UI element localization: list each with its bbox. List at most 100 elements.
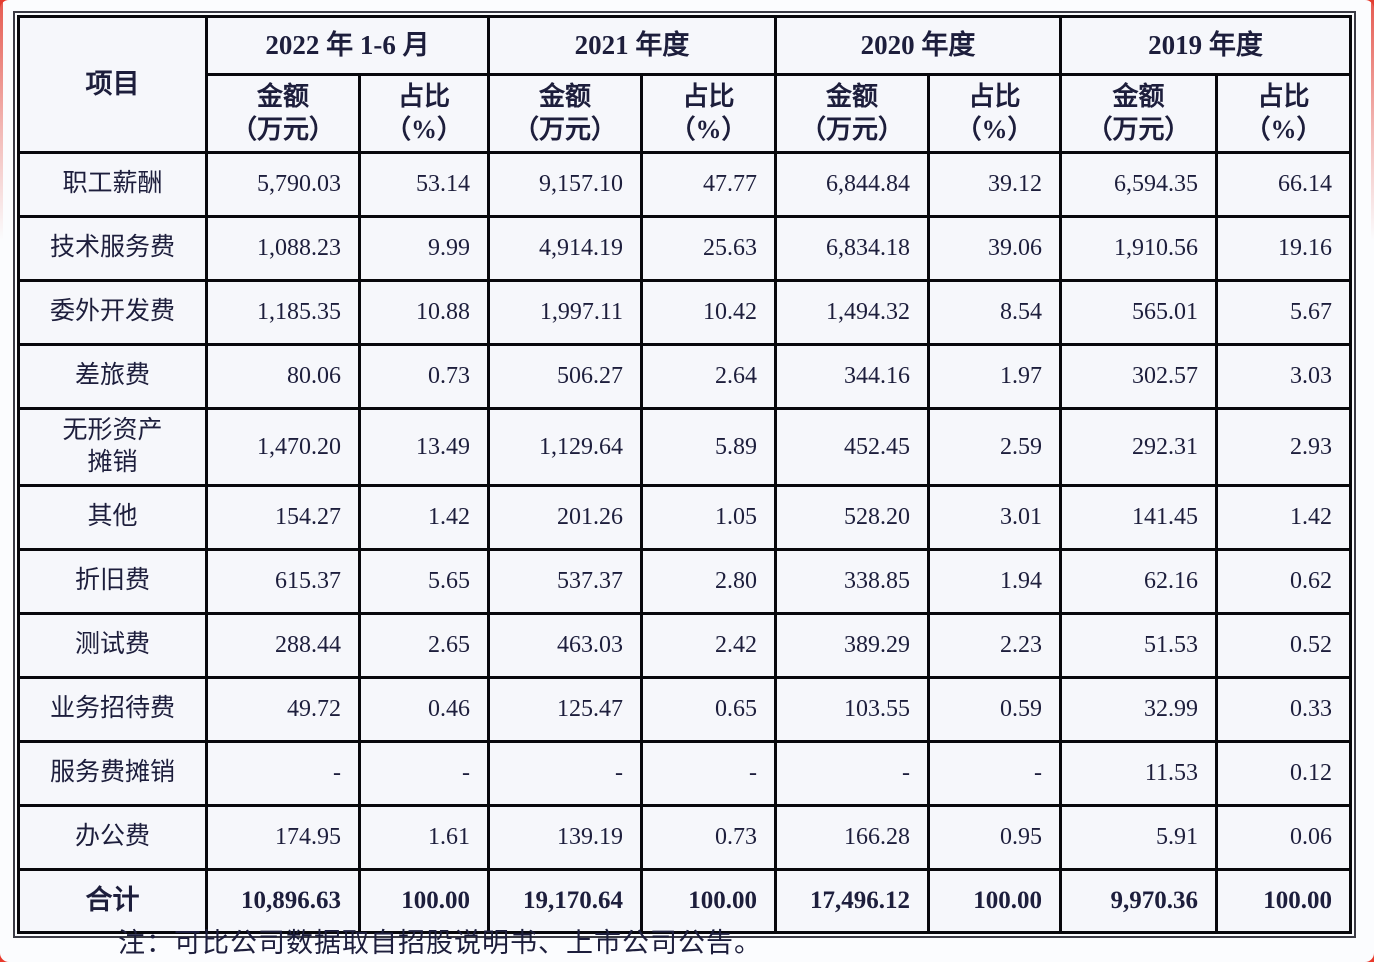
ratio-cell: 1.42 <box>1215 484 1352 551</box>
column-group-2020: 2020 年度 <box>774 15 1062 76</box>
amount-cell: 1,470.20 <box>205 407 361 487</box>
ratio-cell: 100.00 <box>640 868 777 934</box>
amount-cell: 9,157.10 <box>487 151 643 218</box>
table-row: 业务招待费 49.72 0.46 125.47 0.65 103.55 0.59 32.99 0… <box>17 676 1352 743</box>
item-label-cell: 无形资产 摊销 <box>17 407 208 487</box>
ratio-cell: 39.06 <box>927 215 1062 282</box>
ratio-cell: 13.49 <box>358 407 490 487</box>
column-group-2021: 2021 年度 <box>487 15 777 76</box>
item-label-cell: 委外开发费 <box>17 279 208 346</box>
header-sub-row: 金额 （万元） 占比 （%） 金额 （万元） 占比 （%） 金额 （万元） 占比… <box>19 73 1352 154</box>
amount-cell: 292.31 <box>1059 407 1218 487</box>
table-row: 职工薪酬 5,790.03 53.14 9,157.10 47.77 6,844.84 39… <box>17 151 1352 218</box>
ratio-cell: 1.42 <box>358 484 490 551</box>
column-header-amount-2022h1: 金额 （万元） <box>205 73 361 154</box>
ratio-cell: 3.03 <box>1215 343 1352 410</box>
amount-cell: - <box>205 740 361 807</box>
table-row: 技术服务费 1,088.23 9.99 4,914.19 25.63 6,834.18 39… <box>17 215 1352 282</box>
amount-cell: 6,844.84 <box>774 151 930 218</box>
amount-cell: 528.20 <box>774 484 930 551</box>
item-label-cell: 技术服务费 <box>17 215 208 282</box>
amount-cell: 19,170.64 <box>487 868 643 934</box>
amount-cell: 201.26 <box>487 484 643 551</box>
amount-cell: 302.57 <box>1059 343 1218 410</box>
ratio-cell: 66.14 <box>1215 151 1352 218</box>
ratio-cell: 5.89 <box>640 407 777 487</box>
ratio-cell: 5.65 <box>358 548 490 615</box>
amount-cell: 6,594.35 <box>1059 151 1218 218</box>
item-label-cell: 折旧费 <box>17 548 208 615</box>
table-row: 办公费 174.95 1.61 139.19 0.73 166.28 0.95 5.91 0.0… <box>17 804 1352 871</box>
amount-cell: - <box>774 740 930 807</box>
item-label-cell: 办公费 <box>17 804 208 871</box>
item-label-cell: 服务费摊销 <box>17 740 208 807</box>
ratio-cell: 39.12 <box>927 151 1062 218</box>
amount-cell: 17,496.12 <box>774 868 930 934</box>
ratio-cell: 25.63 <box>640 215 777 282</box>
column-header-ratio-2020: 占比 （%） <box>927 73 1062 154</box>
column-header-ratio-2021: 占比 （%） <box>640 73 777 154</box>
ratio-cell: 0.73 <box>640 804 777 871</box>
ratio-cell: 9.99 <box>358 215 490 282</box>
ratio-cell: - <box>358 740 490 807</box>
table-row: 服务费摊销 - - - - - -11.53 0.12 <box>17 740 1352 807</box>
expense-breakdown-table: 项目 2022 年 1-6 月 2021 年度 2020 年度 2019 年度 … <box>13 11 1356 938</box>
column-header-amount-2020: 金额 （万元） <box>774 73 930 154</box>
ratio-cell: 2.65 <box>358 612 490 679</box>
amount-cell: 11.53 <box>1059 740 1218 807</box>
column-header-ratio-2019: 占比 （%） <box>1215 73 1352 154</box>
ratio-cell: 0.33 <box>1215 676 1352 743</box>
amount-cell: 5,790.03 <box>205 151 361 218</box>
ratio-cell: 53.14 <box>358 151 490 218</box>
ratio-cell: - <box>927 740 1062 807</box>
ratio-cell: 19.16 <box>1215 215 1352 282</box>
ratio-cell: 2.59 <box>927 407 1062 487</box>
amount-cell: 565.01 <box>1059 279 1218 346</box>
amount-cell: 9,970.36 <box>1059 868 1218 934</box>
amount-cell: 1,088.23 <box>205 215 361 282</box>
column-header-amount-2019: 金额 （万元） <box>1059 73 1218 154</box>
ratio-cell: 0.59 <box>927 676 1062 743</box>
amount-cell: 338.85 <box>774 548 930 615</box>
amount-cell: 4,914.19 <box>487 215 643 282</box>
amount-cell: 1,185.35 <box>205 279 361 346</box>
amount-cell: 62.16 <box>1059 548 1218 615</box>
ratio-cell: 2.64 <box>640 343 777 410</box>
ratio-cell: 1.61 <box>358 804 490 871</box>
amount-cell: 80.06 <box>205 343 361 410</box>
table-footnote: 注：可比公司数据取自招股说明书、上市公司公告。 <box>118 928 762 958</box>
amount-cell: 1,494.32 <box>774 279 930 346</box>
ratio-cell: 0.62 <box>1215 548 1352 615</box>
ratio-cell: 3.01 <box>927 484 1062 551</box>
ratio-cell: 0.12 <box>1215 740 1352 807</box>
amount-cell: 6,834.18 <box>774 215 930 282</box>
amount-cell: 452.45 <box>774 407 930 487</box>
ratio-cell: - <box>640 740 777 807</box>
ratio-cell: 100.00 <box>358 868 490 934</box>
ratio-cell: 0.95 <box>927 804 1062 871</box>
table-row: 差旅费 80.06 0.73 506.27 2.64 344.16 1.97 302.57 3.… <box>17 343 1352 410</box>
column-header-ratio-2022h1: 占比 （%） <box>358 73 490 154</box>
table-row: 折旧费 615.37 5.65 537.37 2.80 338.85 1.94 62.16 0.… <box>17 548 1352 615</box>
amount-cell: 1,997.11 <box>487 279 643 346</box>
column-header-item: 项目 <box>17 15 208 154</box>
table-row: 合计 10,896.63 100.00 19,170.64 100.00 17,496.1… <box>17 868 1352 934</box>
amount-cell: 174.95 <box>205 804 361 871</box>
ratio-cell: 2.93 <box>1215 407 1352 487</box>
item-label-cell: 其他 <box>17 484 208 551</box>
item-label-cell: 职工薪酬 <box>17 151 208 218</box>
amount-cell: 125.47 <box>487 676 643 743</box>
ratio-cell: 0.73 <box>358 343 490 410</box>
ratio-cell: 0.52 <box>1215 612 1352 679</box>
ratio-cell: 5.67 <box>1215 279 1352 346</box>
amount-cell: 49.72 <box>205 676 361 743</box>
amount-cell: 288.44 <box>205 612 361 679</box>
amount-cell: - <box>487 740 643 807</box>
table-row: 无形资产 摊销 1,470.20 13.49 1,129.64 5.89 452.45 2.… <box>17 407 1352 487</box>
ratio-cell: 0.65 <box>640 676 777 743</box>
amount-cell: 154.27 <box>205 484 361 551</box>
ratio-cell: 47.77 <box>640 151 777 218</box>
amount-cell: 615.37 <box>205 548 361 615</box>
amount-cell: 1,910.56 <box>1059 215 1218 282</box>
ratio-cell: 0.46 <box>358 676 490 743</box>
